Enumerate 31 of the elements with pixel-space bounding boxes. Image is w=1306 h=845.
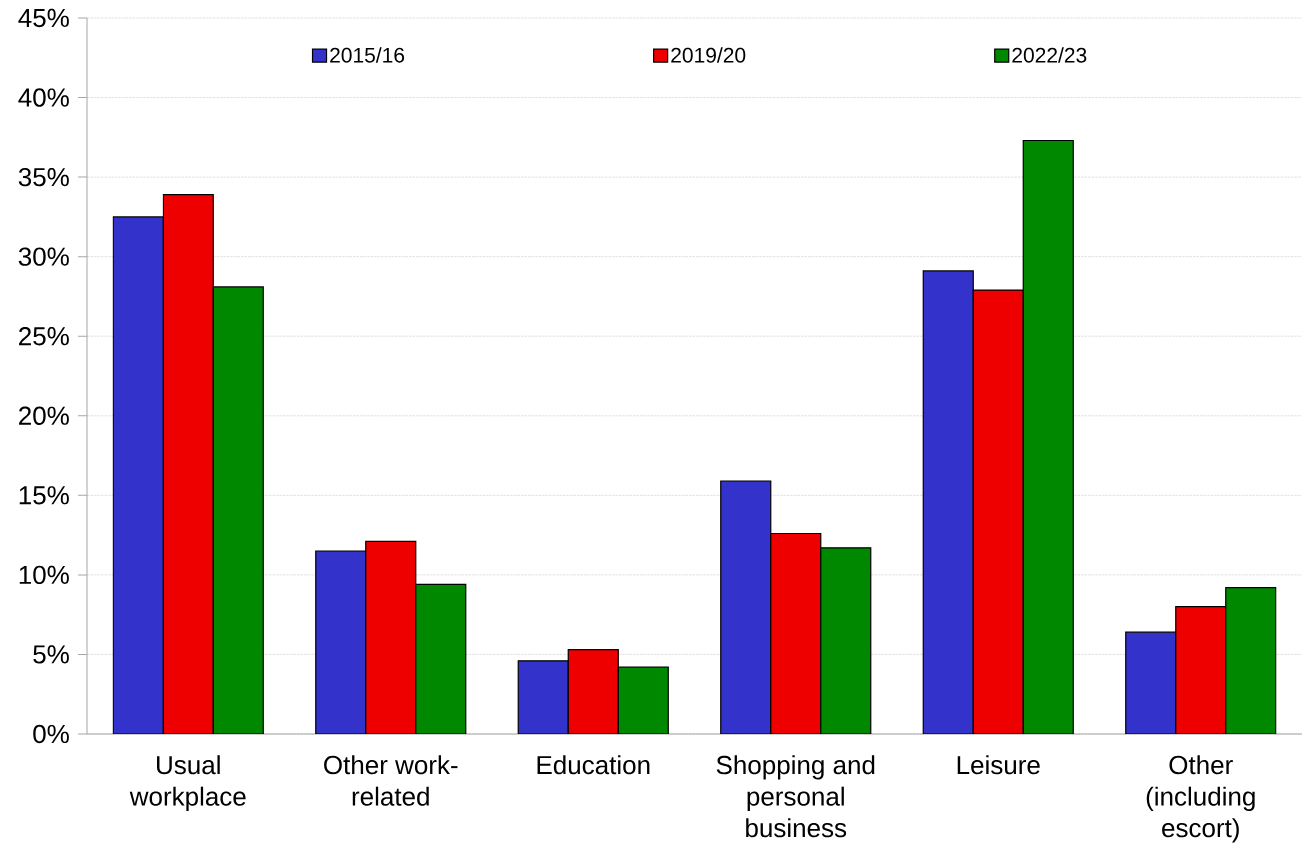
y-tick-label: 5% — [33, 645, 69, 664]
y-tick-label: 45% — [18, 8, 69, 28]
y-tick-label: 20% — [19, 406, 69, 425]
y-tick-label: 40% — [18, 88, 69, 107]
bar — [820, 547, 872, 734]
x-tick-label: Usual workplace — [129, 755, 246, 811]
legend-label: 2019/20 — [671, 47, 746, 63]
bar — [1225, 587, 1277, 734]
x-tick-label: Other (including escort) — [1146, 755, 1255, 843]
y-tick-label: 25% — [19, 327, 69, 346]
bar — [212, 286, 264, 734]
x-tick-label: Leisure — [957, 755, 1040, 775]
x-tick-label: Shopping and personal business — [716, 755, 875, 838]
bar — [315, 550, 367, 734]
x-tick-label: Other work-related — [324, 755, 458, 806]
y-tick-label: 35% — [18, 167, 69, 187]
legend-label: 2015/16 — [330, 47, 405, 63]
bar — [517, 660, 569, 734]
x-tick-label: Education — [537, 755, 650, 775]
y-tick-label: 0% — [33, 724, 69, 744]
y-tick-label: 30% — [18, 247, 69, 266]
bar — [112, 216, 164, 734]
bar — [1022, 139, 1074, 734]
legend-label: 2022/23 — [1012, 47, 1087, 63]
bar — [415, 583, 467, 734]
y-tick-label: 10% — [19, 565, 69, 585]
bar — [617, 666, 669, 734]
bar — [720, 480, 772, 734]
y-tick-label: 15% — [19, 486, 69, 505]
bar — [1125, 631, 1177, 734]
bar — [922, 270, 974, 734]
